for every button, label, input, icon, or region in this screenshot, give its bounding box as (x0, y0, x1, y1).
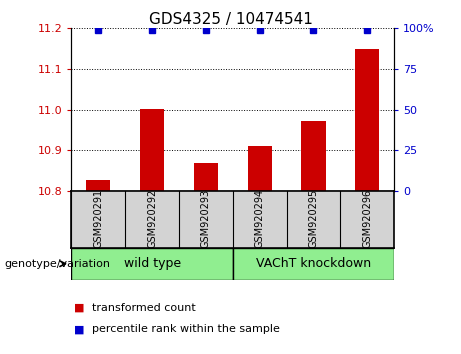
Text: wild type: wild type (124, 257, 181, 270)
Text: GSM920295: GSM920295 (308, 189, 319, 248)
Bar (301, 121, 325, 191)
Bar (71, 248, 233, 280)
Text: transformed count: transformed count (92, 303, 196, 313)
Text: GSM920291: GSM920291 (93, 189, 103, 248)
Bar (86, 180, 111, 191)
Bar (233, 248, 394, 280)
Text: percentile rank within the sample: percentile rank within the sample (92, 324, 280, 334)
Text: GSM920294: GSM920294 (254, 189, 265, 248)
Text: GSM920292: GSM920292 (147, 189, 157, 248)
Text: GDS4325 / 10474541: GDS4325 / 10474541 (148, 12, 313, 27)
Text: GSM920293: GSM920293 (201, 189, 211, 248)
Text: genotype/variation: genotype/variation (5, 259, 111, 269)
Bar (140, 109, 164, 191)
Text: ■: ■ (74, 303, 84, 313)
Bar (355, 50, 379, 191)
Text: ■: ■ (74, 324, 84, 334)
Bar (248, 145, 272, 191)
Bar (194, 164, 218, 191)
Text: VAChT knockdown: VAChT knockdown (256, 257, 371, 270)
Text: GSM920296: GSM920296 (362, 189, 372, 248)
